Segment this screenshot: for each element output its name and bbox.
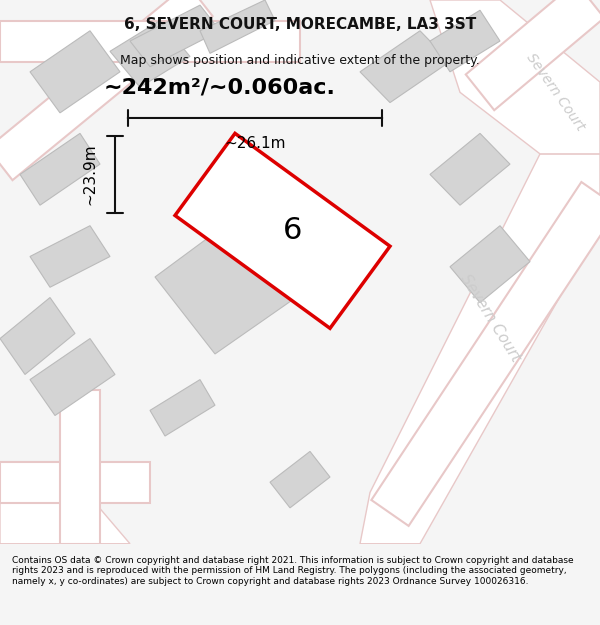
Polygon shape <box>0 0 212 180</box>
Polygon shape <box>0 462 130 544</box>
Polygon shape <box>30 31 120 113</box>
Text: 6, SEVERN COURT, MORECAMBE, LA3 3ST: 6, SEVERN COURT, MORECAMBE, LA3 3ST <box>124 17 476 32</box>
Polygon shape <box>0 21 300 61</box>
Polygon shape <box>466 0 600 110</box>
Polygon shape <box>200 0 275 53</box>
Polygon shape <box>270 451 330 508</box>
Polygon shape <box>0 462 150 503</box>
Polygon shape <box>110 21 190 88</box>
Text: Severn Court: Severn Court <box>457 272 523 364</box>
Polygon shape <box>150 379 215 436</box>
Text: Severn Court: Severn Court <box>523 51 587 134</box>
Polygon shape <box>0 298 75 374</box>
Text: ~23.9m: ~23.9m <box>82 144 97 205</box>
Polygon shape <box>371 182 600 526</box>
Polygon shape <box>450 226 530 302</box>
Polygon shape <box>360 31 450 102</box>
Polygon shape <box>60 390 100 544</box>
Polygon shape <box>30 339 115 416</box>
Polygon shape <box>175 133 390 328</box>
Text: ~242m²/~0.060ac.: ~242m²/~0.060ac. <box>104 78 336 98</box>
Polygon shape <box>155 184 340 354</box>
Text: ~26.1m: ~26.1m <box>224 136 286 151</box>
Polygon shape <box>130 5 220 67</box>
Text: 6: 6 <box>283 216 302 246</box>
Polygon shape <box>430 0 600 154</box>
Polygon shape <box>360 154 600 544</box>
Polygon shape <box>30 226 110 288</box>
Polygon shape <box>430 133 510 205</box>
Polygon shape <box>430 10 500 72</box>
Text: Contains OS data © Crown copyright and database right 2021. This information is : Contains OS data © Crown copyright and d… <box>12 556 574 586</box>
Text: Map shows position and indicative extent of the property.: Map shows position and indicative extent… <box>120 54 480 68</box>
Polygon shape <box>20 133 100 205</box>
Polygon shape <box>0 462 130 544</box>
